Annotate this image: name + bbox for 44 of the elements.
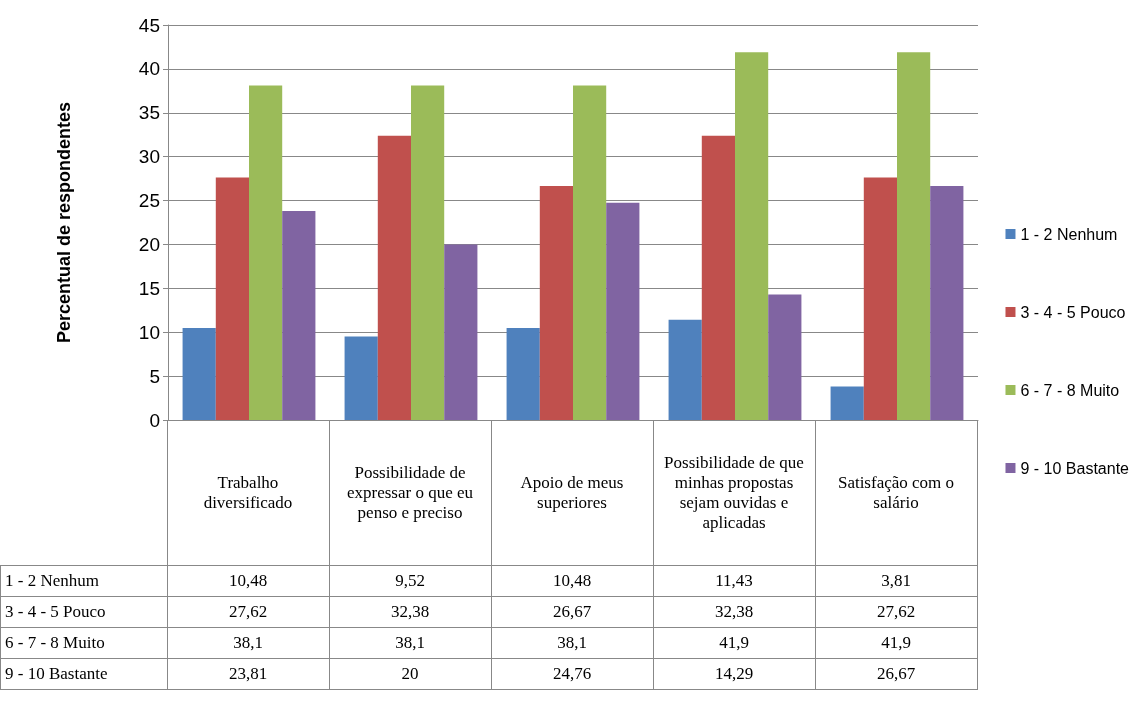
x-tick-label: Possibilidade de que minhas propostas sejam ouvidas e aplicadas	[653, 420, 815, 566]
data-label: 24,76	[491, 658, 653, 690]
y-tick-label: 20	[138, 233, 160, 255]
data-label: 32,38	[329, 596, 491, 628]
y-tick-label: 30	[138, 146, 160, 168]
text: 1 - 2 Nenhum	[5, 571, 99, 590]
text: 3 - 4 - 5 Pouco	[5, 602, 106, 621]
y-tick-label: 15	[138, 277, 160, 299]
data-label: 27,62	[815, 596, 977, 628]
data-label: 10,48	[491, 565, 653, 597]
y-tick-label: 35	[138, 102, 160, 124]
data-label: 3,81	[815, 565, 977, 597]
text: 6 - 7 - 8 Muito	[5, 633, 105, 652]
y-tick-label: 5	[149, 365, 160, 387]
data-label: 27,62	[167, 596, 329, 628]
y-tick-label: 40	[138, 58, 160, 80]
data-label: 41,9	[653, 627, 815, 659]
data-label: 9,52	[329, 565, 491, 597]
x-tick-label: Satisfação com o salário	[815, 420, 977, 566]
x-tick-label: Possibilidade de expressar o que eu penso e preciso	[329, 420, 491, 566]
data-label: 26,67	[815, 658, 977, 690]
x-tick-label: Apoio de meus superiores	[491, 420, 653, 566]
data-label: 38,1	[491, 627, 653, 659]
data-label: 11,43	[653, 565, 815, 597]
data-label: 41,9	[815, 627, 977, 659]
legend-label: 6 - 7 - 8 Muito	[1020, 381, 1120, 399]
y-tick-label: 25	[138, 190, 160, 212]
y-tick-label: 10	[138, 321, 160, 343]
data-label: 26,67	[491, 596, 653, 628]
legend-label: 9 - 10 Bastante	[1020, 459, 1130, 477]
data-label: 20	[329, 658, 491, 690]
y-axis-title: Percentual de respondentes	[54, 101, 74, 344]
data-label: 23,81	[167, 658, 329, 690]
data-label: 38,1	[167, 627, 329, 659]
y-tick-label: 0	[149, 409, 160, 431]
data-label: 38,1	[329, 627, 491, 659]
data-label: 14,29	[653, 658, 815, 690]
y-tick-label: 45	[138, 14, 160, 36]
legend-label: 1 - 2 Nenhum	[1020, 225, 1118, 243]
data-label: 10,48	[167, 565, 329, 597]
data-label: 32,38	[653, 596, 815, 628]
x-tick-label: Trabalho diversificado	[167, 420, 329, 566]
legend-label: 3 - 4 - 5 Pouco	[1020, 303, 1126, 321]
text: 9 - 10 Bastante	[5, 664, 108, 683]
